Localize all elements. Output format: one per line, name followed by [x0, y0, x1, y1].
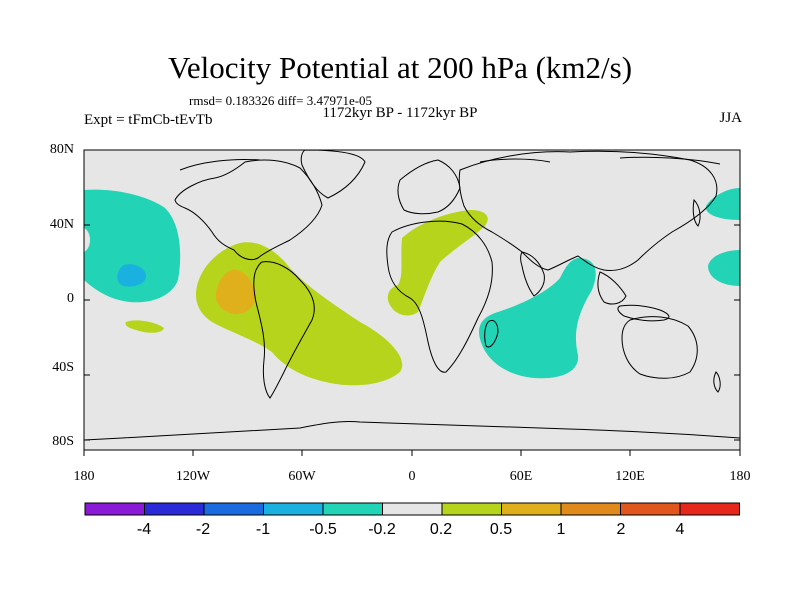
colorbar-box [560, 502, 621, 516]
coast-new-zealand [713, 371, 721, 393]
colorbar-box [620, 502, 681, 516]
colorbar-label: 4 [675, 521, 685, 538]
anomaly-neg-east-north [705, 188, 740, 220]
coast-africa [386, 220, 493, 373]
coast-japan [692, 198, 701, 227]
coast-arctic-islands [179, 156, 721, 171]
colorbar-box [144, 502, 205, 516]
lat-label-40s: 40S [52, 360, 74, 375]
colorbar-label: 1 [556, 521, 566, 538]
lat-label-0: 0 [67, 291, 74, 306]
lon-ticks [83, 450, 741, 456]
coast-north-america [174, 159, 323, 261]
coast-south-america [253, 261, 315, 399]
season-label: JJA [719, 110, 742, 126]
colorbar-box [84, 502, 145, 516]
plot-title: Velocity Potential at 200 hPa (km2/s) [167, 50, 633, 85]
anomaly-neg-indian [479, 258, 596, 379]
coast-se-asia [597, 271, 627, 305]
anomaly-neg-pacific [84, 189, 181, 303]
lat-label-80n: 80N [49, 142, 74, 157]
colorbar-box [382, 502, 443, 516]
lat-ticks [84, 149, 740, 441]
colorbar-label: -0.5 [309, 521, 337, 538]
colorbar-label: -1 [255, 521, 271, 538]
colorbar-box [203, 502, 264, 516]
anomaly-pos-africa [387, 210, 488, 316]
anomaly-pos-pacific-small [125, 320, 164, 333]
anomaly-pos-core [215, 269, 256, 315]
colorbar-box [263, 502, 324, 516]
colorbar-box [679, 502, 740, 516]
coast-indonesia [617, 304, 670, 322]
lat-label-40n: 40N [49, 217, 74, 232]
lon-label-0: 0 [408, 469, 416, 484]
colorbar-box [322, 502, 383, 516]
colorbar [84, 502, 740, 516]
anomaly-neg-east-mid [708, 250, 740, 286]
colorbar-label: 2 [616, 521, 626, 538]
colorbar-label: -2 [195, 521, 211, 538]
period-label: 1172kyr BP - 1172kyr BP [322, 105, 478, 121]
lon-label-180w: 180 [73, 469, 95, 484]
coast-asia [458, 150, 718, 271]
coast-europe [397, 159, 461, 215]
anomaly-neg-core [117, 264, 146, 287]
coast-madagascar [484, 319, 499, 348]
lon-label-60e: 60E [509, 469, 533, 484]
coast-india [520, 251, 545, 297]
lon-label-60w: 60W [288, 469, 316, 484]
colorbar-label: -4 [136, 521, 152, 538]
stats-line: rmsd= 0.183326 diff= 3.47971e-05 [189, 93, 373, 108]
lon-label-120e: 120E [615, 469, 645, 484]
coast-antarctica [83, 421, 741, 441]
lon-label-180e: 180 [729, 469, 751, 484]
colorbar-box [501, 502, 562, 516]
experiment-label: Expt = tFmCb-tEvTb [84, 112, 213, 128]
colorbar-label: 0.2 [429, 521, 453, 538]
lon-label-120w: 120W [175, 469, 211, 484]
coastlines [83, 149, 741, 441]
colorbar-box [441, 502, 502, 516]
lat-label-80s: 80S [52, 434, 74, 449]
coast-greenland [300, 149, 366, 199]
colorbar-label: -0.2 [368, 521, 396, 538]
coast-australia [621, 316, 698, 379]
colorbar-label: 0.5 [489, 521, 513, 538]
